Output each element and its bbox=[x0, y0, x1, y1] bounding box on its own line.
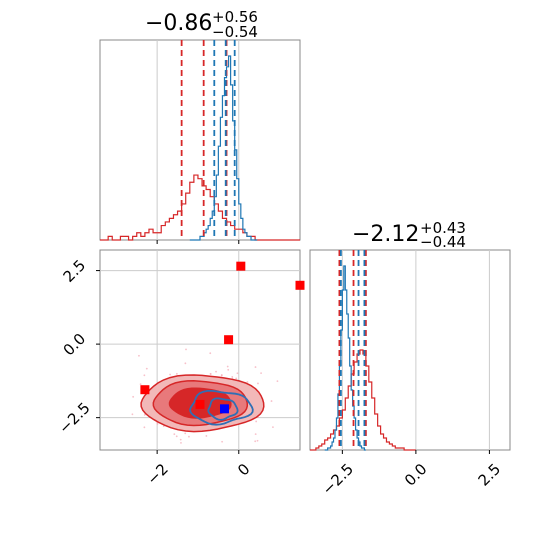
background-sample-point bbox=[270, 400, 273, 402]
background-sample-point bbox=[272, 426, 274, 429]
ticks-right: −2.5 0.0 2.5 bbox=[319, 450, 505, 499]
background-sample-point bbox=[254, 433, 257, 436]
title-top-minus: −0.54 bbox=[212, 23, 258, 41]
background-sample-point bbox=[173, 433, 176, 436]
background-sample-point bbox=[231, 375, 234, 378]
background-sample-point bbox=[179, 438, 182, 441]
histograms-top bbox=[100, 55, 300, 241]
background-sample-point bbox=[185, 348, 187, 351]
title-right-minus: −0.44 bbox=[420, 233, 466, 251]
ticks-joint: −2 0 −2.5 0.0 2.5 bbox=[55, 256, 253, 488]
background-sample-point bbox=[139, 383, 142, 386]
background-sample-point bbox=[236, 372, 239, 375]
background-sample-point bbox=[256, 439, 259, 442]
red-marker-2 bbox=[224, 335, 234, 345]
background-sample-point bbox=[143, 414, 146, 416]
background-sample-point bbox=[257, 382, 259, 385]
background-sample-point bbox=[132, 395, 135, 398]
right-red-histogram bbox=[310, 349, 416, 451]
background-sample-point bbox=[260, 372, 262, 375]
tick-label-right-1: 0.0 bbox=[401, 460, 431, 490]
quantile-lines-top bbox=[180, 40, 236, 240]
background-sample-point bbox=[156, 423, 159, 425]
histograms-right bbox=[310, 265, 416, 451]
background-sample-point bbox=[184, 362, 187, 365]
axes-frame-top bbox=[99, 39, 301, 241]
background-sample-point bbox=[254, 366, 257, 368]
background-sample-point bbox=[254, 440, 257, 443]
red-marker-3 bbox=[140, 385, 150, 395]
top-red-histogram bbox=[100, 174, 300, 241]
background-sample-point bbox=[221, 440, 224, 443]
grid-top bbox=[156, 40, 240, 244]
blue-contour-0 bbox=[189, 390, 254, 426]
marginal-histogram-top: −0.86 +0.56 −0.54 bbox=[99, 8, 301, 244]
title-right-value: −2.12 bbox=[352, 222, 419, 247]
scatter-markers bbox=[140, 261, 305, 414]
background-sample-point bbox=[188, 435, 190, 438]
background-sample-point bbox=[235, 377, 238, 380]
tick-label-joint-x-1: 0 bbox=[234, 460, 253, 479]
blue-marker-0 bbox=[219, 404, 229, 414]
background-sample-point bbox=[175, 435, 178, 438]
background-sample-point bbox=[220, 374, 223, 376]
title-top-plus: +0.56 bbox=[212, 8, 258, 26]
background-sample-point bbox=[246, 381, 249, 383]
background-sample-point bbox=[131, 413, 134, 416]
red-marker-1 bbox=[295, 280, 305, 290]
red-marker-4 bbox=[195, 399, 205, 409]
tick-label-right-2: 2.5 bbox=[475, 460, 505, 490]
background-sample-point bbox=[255, 420, 258, 423]
background-sample-point bbox=[276, 380, 279, 383]
axes-frame-joint bbox=[99, 249, 301, 451]
tick-label-joint-y-0: −2.5 bbox=[55, 399, 93, 437]
tick-label-joint-x-0: −2 bbox=[144, 460, 172, 488]
background-sample-point bbox=[320, 396, 322, 398]
background-sample-point bbox=[215, 370, 217, 373]
background-sample-point bbox=[143, 426, 146, 429]
joint-distribution-panel: −2 0 −2.5 0.0 2.5 bbox=[55, 249, 322, 488]
background-sample-point bbox=[209, 373, 212, 375]
right-blue-histogram bbox=[324, 265, 366, 451]
background-sample-point bbox=[169, 373, 171, 376]
marginal-histogram-right: −2.5 0.0 2.5 −2.12 +0.43 −0.44 bbox=[309, 219, 511, 499]
tick-label-joint-y-1: 0.0 bbox=[60, 330, 90, 360]
background-sample-point bbox=[175, 372, 178, 375]
background-sample-point bbox=[145, 367, 148, 370]
blue-contour-1 bbox=[207, 397, 239, 421]
background-sample-point bbox=[143, 374, 146, 377]
background-sample-point bbox=[118, 459, 120, 461]
background-sample-point bbox=[205, 435, 208, 437]
background-sample-point bbox=[180, 441, 182, 444]
title-right-plus: +0.43 bbox=[420, 219, 466, 237]
background-sample-point bbox=[209, 352, 212, 355]
background-sample-point bbox=[227, 368, 230, 371]
background-sample-point bbox=[184, 432, 187, 435]
title-top-value: −0.86 bbox=[145, 11, 212, 36]
background-sample-point bbox=[226, 365, 229, 368]
red-marker-0 bbox=[236, 261, 246, 271]
quantile-lines-right bbox=[338, 250, 367, 450]
top-blue-histogram bbox=[189, 55, 258, 241]
tick-label-joint-y-2: 2.5 bbox=[60, 256, 90, 286]
background-sample-point bbox=[138, 354, 140, 357]
tick-label-right-0: −2.5 bbox=[319, 460, 357, 498]
